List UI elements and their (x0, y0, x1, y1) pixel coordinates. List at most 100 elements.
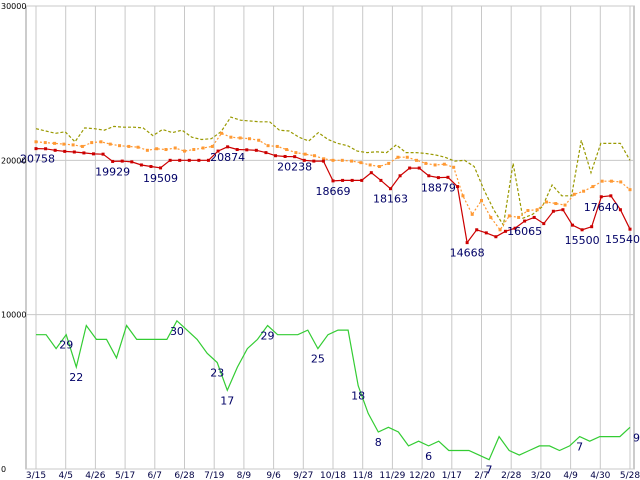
x-tick-label: 4/5 (58, 471, 72, 480)
series-point-orange (266, 144, 270, 148)
data-label: 16065 (507, 225, 542, 238)
series-point-red (130, 160, 134, 164)
x-tick-label: 2/7 (474, 471, 488, 480)
series-point-orange (498, 228, 502, 232)
series-point-red (283, 154, 287, 158)
series-point-orange (275, 144, 279, 148)
series-point-red (293, 155, 297, 159)
series-point-red (350, 178, 354, 182)
series-point-red (226, 145, 230, 149)
series-point-orange (480, 198, 483, 202)
series-point-orange (62, 142, 66, 146)
series-point-red (245, 148, 249, 152)
x-tick-label: 4/30 (590, 471, 610, 480)
series-point-orange (359, 161, 363, 165)
series-point-red (513, 226, 517, 230)
x-tick-label: 6/7 (148, 471, 162, 480)
series-point-orange (53, 141, 57, 145)
series-point-red (206, 158, 210, 162)
series-point-orange (322, 157, 326, 161)
series-point-red (187, 158, 191, 162)
series-point-orange (183, 149, 186, 153)
series-point-orange (396, 155, 400, 159)
series-point-red (609, 194, 613, 198)
series-point-orange (164, 148, 168, 152)
x-tick-label: 4/9 (563, 471, 578, 480)
series-point-orange (405, 155, 409, 159)
series-point-red (120, 159, 124, 163)
series-point-orange (108, 142, 112, 146)
series-point-red (34, 147, 38, 151)
series-point-red (494, 235, 498, 239)
data-label: 17640 (584, 201, 619, 214)
x-tick-label: 3/20 (531, 471, 551, 480)
series-point-orange (155, 147, 159, 151)
series-line-green (36, 319, 631, 461)
data-label: 22 (69, 371, 83, 384)
series-point-red (503, 229, 507, 233)
x-tick-label: 10/18 (320, 471, 346, 480)
series-point-orange (554, 202, 558, 206)
series-line-olive (35, 116, 631, 227)
data-label: 20758 (20, 153, 55, 166)
series-point-red (475, 228, 479, 232)
series-point-red (523, 219, 527, 223)
series-point-orange (415, 158, 419, 162)
y-tick-label: 0 (1, 465, 6, 474)
series-point-orange (452, 165, 456, 169)
data-label: 7 (576, 441, 583, 454)
series-point-red (331, 179, 335, 183)
series-point-orange (600, 179, 604, 183)
series-layer (34, 116, 632, 461)
series-point-orange (331, 158, 335, 162)
series-point-red (341, 178, 345, 182)
series-point-red (82, 151, 86, 155)
series-point-red (590, 225, 594, 229)
series-point-red (91, 152, 95, 156)
series-point-red (427, 174, 431, 178)
series-point-orange (387, 161, 391, 165)
series-point-red (456, 185, 460, 189)
data-label: 15500 (565, 234, 600, 247)
series-point-red (139, 163, 143, 167)
series-point-red (484, 231, 488, 235)
series-point-red (542, 222, 546, 226)
series-point-red (178, 158, 182, 162)
series-point-orange (535, 208, 539, 212)
data-label: 29 (261, 329, 275, 342)
data-label: 18 (351, 390, 365, 403)
series-point-orange (619, 180, 623, 184)
series-point-orange (71, 143, 75, 147)
data-label: 8 (375, 436, 382, 449)
series-point-red (312, 159, 316, 163)
series-point-red (628, 227, 632, 231)
series-point-red (417, 166, 421, 170)
series-point-orange (238, 136, 242, 140)
series-point-red (408, 166, 412, 170)
series-point-orange (312, 154, 316, 158)
series-point-orange (303, 152, 307, 156)
data-label: 25 (311, 353, 325, 366)
series-point-red (63, 149, 67, 153)
series-point-orange (442, 162, 446, 166)
data-label: 30 (170, 325, 184, 338)
series-point-orange (461, 194, 465, 198)
series-point-orange (507, 214, 511, 218)
series-point-orange (350, 159, 354, 163)
data-label: 17 (220, 394, 234, 407)
series-point-orange (80, 144, 84, 148)
x-tick-label: 9/27 (293, 471, 313, 480)
x-tick-label: 5/17 (115, 471, 135, 480)
series-point-orange (34, 140, 38, 144)
series-point-red (379, 178, 383, 182)
series-point-orange (424, 161, 428, 165)
series-point-orange (563, 203, 567, 207)
series-point-red (398, 174, 402, 178)
series-point-orange (43, 141, 47, 145)
series-point-red (53, 148, 57, 152)
series-point-red (551, 209, 555, 213)
series-point-orange (229, 135, 233, 139)
series-point-orange (377, 165, 381, 169)
data-label: 20874 (210, 151, 245, 164)
